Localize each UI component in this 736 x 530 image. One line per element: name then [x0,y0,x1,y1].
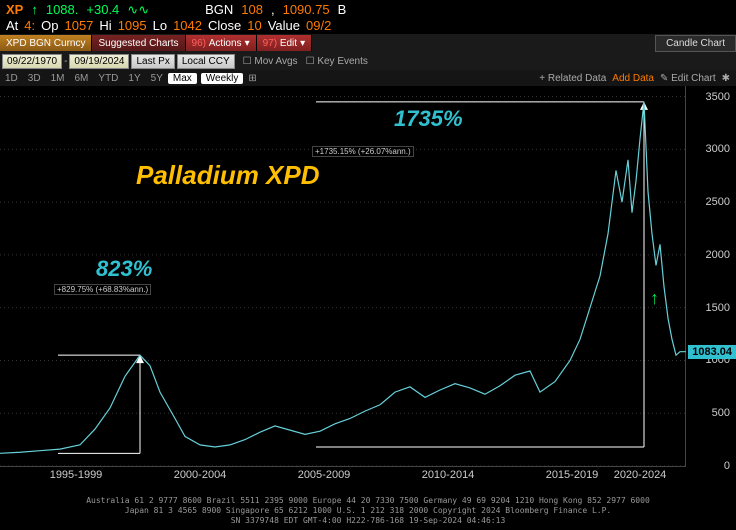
value-date: 09/2 [306,18,331,33]
key-events-toggle[interactable]: ☐ Key Events [306,56,368,67]
hi-value: 1095 [118,18,147,33]
annotation-small-2: +1735.15% (+26.07%ann.) [312,146,414,157]
y-tick: 3500 [706,91,730,103]
open-label: Op [41,18,58,33]
footer-line-3: SN 3379748 EDT GMT-4:00 H222-786-168 19-… [0,516,736,526]
x-tick: 2020-2024 [614,469,667,481]
quote-bar: XP ↑ 1088. +30.4 ∿∿ BGN 108 , 1090.75 B … [0,0,736,34]
date-to-input[interactable]: 09/19/2024 [69,54,129,69]
close-label: Close [208,18,241,33]
price-arrow: ↑ [31,2,38,17]
at-label: At [6,18,18,33]
y-tick: 2000 [706,249,730,261]
footer: Australia 61 2 9777 8600 Brazil 5511 239… [0,492,736,530]
edit-menu[interactable]: 97) Edit▾ [257,35,313,51]
add-data-button[interactable]: Add Data [612,73,654,84]
price-field-select[interactable]: Last Px [131,54,174,69]
y-tick: 500 [712,407,730,419]
mov-avgs-toggle[interactable]: ☐ Mov Avgs [243,56,298,67]
x-axis: 1995-1999 2000-2004 2005-2009 2010-2014 2015… [0,466,686,482]
footer-line-2: Japan 81 3 4565 8900 Singapore 65 6212 1… [0,506,736,516]
y-tick: 2500 [706,196,730,208]
toolbar-dates: 09/22/1970 - 09/19/2024 Last Px Local CC… [0,52,736,70]
table-view-icon[interactable]: ⊞ [243,73,261,84]
currency-select[interactable]: Local CCY [177,54,235,69]
x-tick: 2005-2009 [298,469,351,481]
price-chart[interactable]: Palladium XPD 823% 1735% +829.75% (+68.8… [0,86,686,466]
timeframe-1y[interactable]: 1Y [123,73,145,84]
at-time: 4: [24,18,35,33]
lo-value: 1042 [173,18,202,33]
toolbar-timeframe: 1D3D1M6MYTD1Y5YMax Weekly ⊞ + Related Da… [0,70,736,86]
suggested-charts-pill[interactable]: Suggested Charts [92,35,185,51]
date-from-input[interactable]: 09/22/1970 [2,54,62,69]
security-pill[interactable]: XPD BGN Curncy [0,35,92,51]
options-icon[interactable]: ✱ [722,73,730,84]
chart-type-label: Candle Chart [655,35,736,52]
x-tick: 2000-2004 [174,469,227,481]
y-tick: 1500 [706,302,730,314]
bid-price: 108 [241,2,263,17]
timeframe-1d[interactable]: 1D [0,73,23,84]
annotation-pct-2: 1735% [394,106,463,132]
related-data-button[interactable]: + Related Data [539,73,606,84]
annotation-pct-1: 823% [96,256,152,282]
ask-suffix: B [338,2,347,17]
price-change: +30.4 [86,2,119,17]
x-tick: 2015-2019 [546,469,599,481]
bid-ask-sep: , [271,2,275,17]
open-value: 1057 [64,18,93,33]
last-price: 1088. [46,2,79,17]
y-tick: 0 [724,460,730,472]
sparkline-icon: ∿∿ [127,2,149,18]
chart-area: Palladium XPD 823% 1735% +829.75% (+68.8… [0,86,736,492]
current-price-tag: 1083.04 [688,345,736,359]
value-label: Value [268,18,300,33]
ask-price: 1090.75 [283,2,330,17]
x-tick: 2010-2014 [422,469,475,481]
ticker-symbol: XP [6,2,23,17]
hi-label: Hi [99,18,111,33]
interval-select[interactable]: Weekly [201,73,244,84]
toolbar-main: XPD BGN Curncy Suggested Charts 96) Acti… [0,34,736,52]
up-arrow-icon: ↑ [650,288,659,309]
annotation-small-1: +829.75% (+68.83%ann.) [54,284,151,295]
bgn-label: BGN [205,2,233,17]
chart-title: Palladium XPD [136,160,320,191]
lo-label: Lo [153,18,167,33]
timeframe-ytd[interactable]: YTD [93,73,123,84]
x-tick: 1995-1999 [50,469,103,481]
y-tick: 3000 [706,143,730,155]
timeframe-max[interactable]: Max [168,73,197,84]
footer-line-1: Australia 61 2 9777 8600 Brazil 5511 239… [0,496,736,506]
timeframe-1m[interactable]: 1M [46,73,70,84]
timeframe-3d[interactable]: 3D [23,73,46,84]
timeframe-6m[interactable]: 6M [70,73,94,84]
edit-chart-button[interactable]: ✎ Edit Chart [660,73,716,84]
close-value: 10 [247,18,261,33]
y-axis: 05001000150020002500300035001083.04 [686,86,736,466]
actions-menu[interactable]: 96) Actions▾ [186,35,257,51]
timeframe-5y[interactable]: 5Y [146,73,168,84]
